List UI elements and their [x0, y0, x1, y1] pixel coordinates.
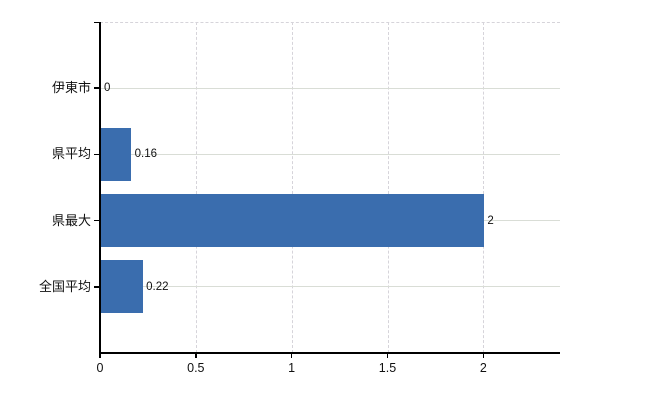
value-label: 0 [104, 82, 111, 95]
category-label: 伊東市 [51, 80, 91, 96]
x-gridline [387, 22, 389, 353]
x-axis-tick [386, 353, 389, 358]
x-axis-tick-label: 1.5 [378, 361, 397, 375]
bar [100, 194, 485, 248]
x-axis-tick-label: 1 [288, 361, 296, 375]
y-axis-tick [94, 219, 100, 222]
x-axis-tick [482, 353, 485, 358]
bar [100, 127, 132, 181]
y-axis-tick [94, 153, 100, 156]
y-gridline [100, 286, 560, 288]
x-gridline [291, 22, 293, 353]
x-gridline [195, 22, 197, 353]
y-axis-tick [94, 286, 100, 288]
value-label: 2 [487, 214, 494, 227]
y-gridline [100, 153, 560, 155]
x-axis-tick [290, 353, 293, 358]
category-label: 県平均 [51, 146, 91, 162]
y-gridline [100, 87, 560, 89]
bar [100, 260, 143, 314]
value-label: 0.16 [134, 148, 158, 161]
plot-top-border [100, 22, 560, 23]
x-axis-tick-label: 0 [96, 361, 104, 375]
category-label: 全国平均 [38, 278, 91, 294]
x-axis-tick [195, 353, 197, 358]
category-label: 県最大 [51, 212, 91, 228]
x-axis-tick-label: 2 [479, 361, 487, 375]
y-axis-end-tick [94, 21, 100, 23]
x-axis-tick-label: 0.5 [187, 361, 205, 375]
y-axis-line [99, 22, 101, 358]
value-label: 0.22 [146, 280, 169, 293]
y-axis-tick [94, 87, 100, 89]
x-axis-line [100, 352, 560, 354]
x-gridline [483, 22, 485, 353]
